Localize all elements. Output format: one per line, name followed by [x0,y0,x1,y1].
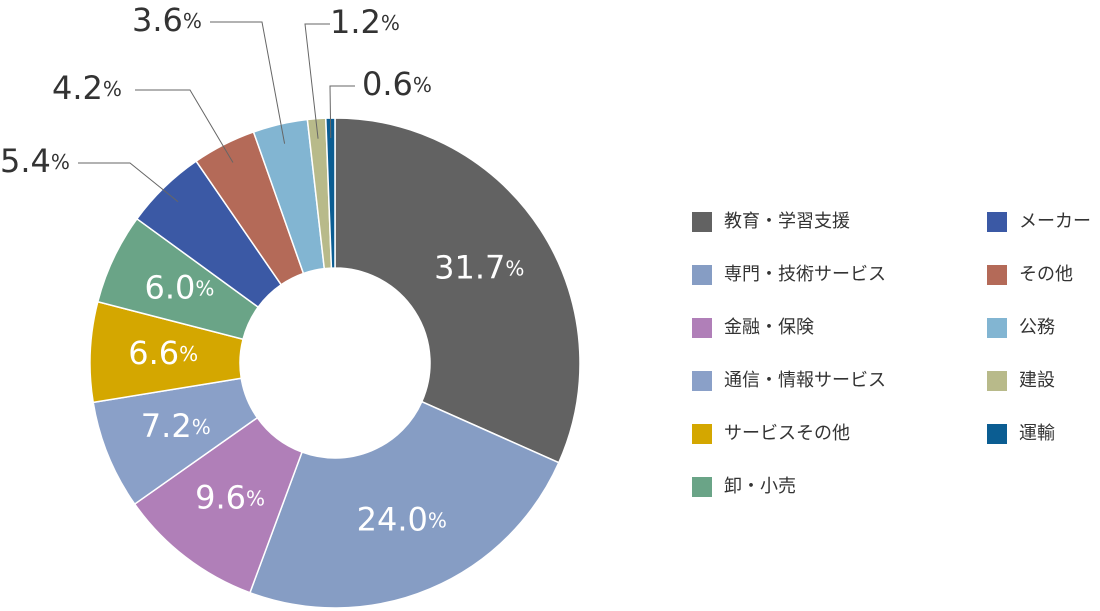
donut-slice [324,117,336,269]
value-label: 3.6% [132,1,202,39]
value-label: 5.4% [0,142,70,180]
legend-label: 通信・情報サービス [724,370,886,391]
legend-swatch [987,212,1007,232]
legend-swatch [692,477,712,497]
leader-line [135,89,234,163]
legend-swatch [692,318,712,338]
legend-label: 公務 [1019,317,1055,338]
value-label: 6.0% [144,269,214,307]
legend-label: メーカー [1019,211,1091,232]
value-label: 24.0% [357,501,447,539]
leader-line [304,23,330,139]
value-label: 31.7% [434,248,524,286]
legend-label: サービスその他 [724,423,850,444]
legend-swatch [692,371,712,391]
legend-label: 建設 [1019,370,1055,391]
legend-label: 運輸 [1019,423,1055,444]
legend-swatch [987,371,1007,391]
legend-swatch [987,318,1007,338]
legend-swatch [987,265,1007,285]
legend-label: 専門・技術サービス [724,264,886,285]
leader-line [78,162,179,203]
value-label: 7.2% [141,407,211,445]
legend-swatch [987,424,1007,444]
donut-slice [248,400,560,609]
legend-label: 卸・小売 [724,476,796,497]
value-label: 6.6% [128,334,198,372]
legend-label: 教育・学習支援 [724,211,850,232]
leader-line [329,85,355,139]
legend-swatch [692,424,712,444]
value-label: 9.6% [195,478,265,516]
donut-slice [334,117,581,464]
legend-swatch [692,265,712,285]
leader-line [210,21,286,144]
value-label: 0.6% [362,65,432,103]
value-label: 1.2% [330,3,400,41]
legend-label: 金融・保険 [724,317,814,338]
legend-swatch [692,212,712,232]
legend-label: その他 [1019,264,1073,285]
value-label: 4.2% [52,69,122,107]
